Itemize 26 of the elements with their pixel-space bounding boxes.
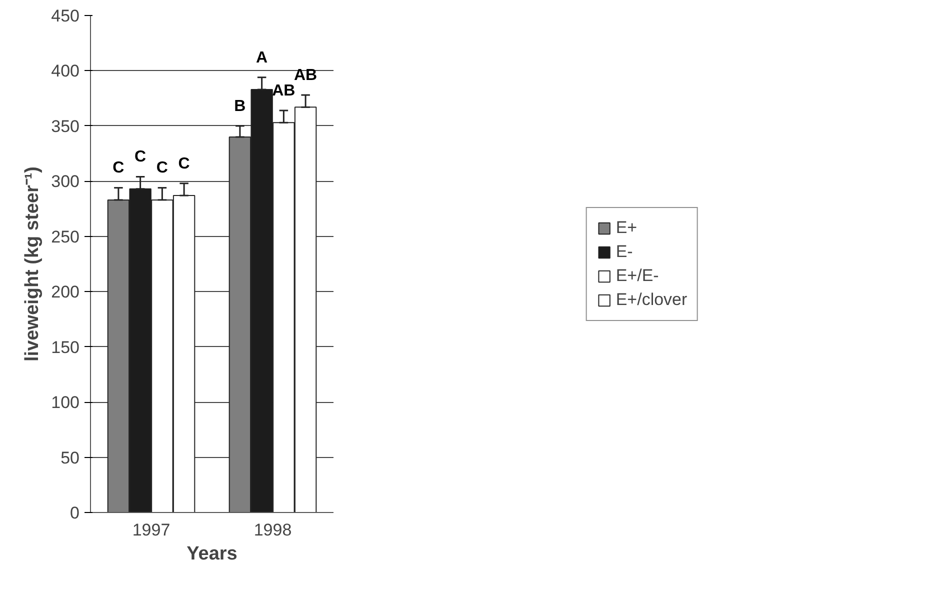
y-tick-label: 250 [51, 227, 80, 246]
y-tick-label: 100 [51, 393, 80, 412]
legend-label: E- [616, 242, 634, 262]
data-label: C [134, 148, 147, 166]
legend-label: E+ [616, 218, 638, 238]
data-label: C [156, 160, 168, 177]
legend-label: E+/clover [616, 290, 688, 310]
y-axis-title: liveweight (kg steer⁻¹) [22, 166, 44, 362]
data-label: C [112, 160, 125, 177]
x-axis-title: Years [186, 544, 238, 564]
y-tick-label: 150 [51, 338, 80, 357]
data-label: B [234, 98, 246, 115]
data-label: AB [294, 66, 318, 84]
y-tick-label: 50 [60, 448, 80, 468]
y-tick-label: 350 [51, 116, 80, 136]
legend-label: E+/E- [616, 266, 659, 286]
y-tick-label: 0 [70, 504, 80, 522]
y-tick-label: 200 [51, 282, 80, 302]
y-tick-label: 400 [51, 62, 80, 81]
data-label: A [256, 49, 268, 66]
x-tick-label: 1997 [132, 520, 170, 540]
data-label: C [178, 155, 190, 172]
data-label: AB [272, 82, 296, 100]
y-tick-label: 300 [51, 172, 80, 192]
x-tick-label: 1998 [254, 520, 292, 540]
y-tick-label: 450 [51, 6, 80, 26]
